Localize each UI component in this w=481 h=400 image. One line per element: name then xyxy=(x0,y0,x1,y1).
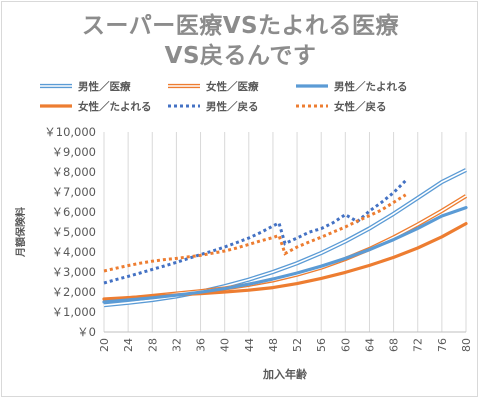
y-tick-label: ￥0 xyxy=(77,325,96,339)
x-tick-label: 68 xyxy=(388,338,401,352)
series-line xyxy=(103,179,407,285)
x-tick-label: 44 xyxy=(243,338,256,352)
x-tick-label: 80 xyxy=(460,338,473,352)
series-line-inner xyxy=(103,169,467,306)
x-tick-label: 20 xyxy=(98,338,111,352)
chart-title-line1: スーパー医療VSたよれる医療 xyxy=(81,13,400,39)
series-3 xyxy=(102,206,468,304)
x-tick-label: 60 xyxy=(339,338,352,352)
chart-title-line2: VS戻るんです xyxy=(164,43,317,69)
legend-label: 男性／戻る xyxy=(206,100,259,113)
y-axis-title: 月額保険料 xyxy=(14,207,27,258)
y-tick-label: ￥1,000 xyxy=(52,305,96,319)
series-line xyxy=(102,206,468,304)
legend-label: 女性／たよれる xyxy=(78,100,152,113)
x-tick-label: 56 xyxy=(315,338,328,352)
legend-label: 男性／たよれる xyxy=(334,80,408,93)
y-tick-label: ￥10,000 xyxy=(44,125,96,139)
x-tick-label: 28 xyxy=(146,338,159,352)
legend-label: 女性／医療 xyxy=(206,80,259,93)
x-tick-label: 40 xyxy=(219,338,232,352)
y-tick-label: ￥7,000 xyxy=(52,185,96,199)
y-tick-label: ￥6,000 xyxy=(52,205,96,219)
legend-item: 女性／戻る xyxy=(296,100,387,113)
x-tick-label: 24 xyxy=(122,338,135,352)
y-tick-label: ￥9,000 xyxy=(52,145,96,159)
x-tick-label: 52 xyxy=(291,338,304,352)
legend-item: 男性／たよれる xyxy=(296,80,408,93)
x-tick-label: 76 xyxy=(436,338,449,352)
legend-item: 女性／医療 xyxy=(168,80,259,93)
x-tick-label: 36 xyxy=(195,338,208,352)
y-tick-label: ￥4,000 xyxy=(52,245,96,259)
legend-label: 女性／戻る xyxy=(334,100,387,113)
series-5 xyxy=(103,179,407,285)
y-tick-label: ￥3,000 xyxy=(52,265,96,279)
y-tick-label: ￥2,000 xyxy=(52,285,96,299)
legend-label: 男性／医療 xyxy=(78,80,131,93)
x-tick-label: 64 xyxy=(363,338,376,352)
x-tick-label: 48 xyxy=(267,338,280,352)
x-axis-title: 加入年齢 xyxy=(262,367,308,381)
x-tick-label: 32 xyxy=(170,338,183,352)
legend-item: 女性／たよれる xyxy=(40,100,152,113)
legend-item: 男性／戻る xyxy=(168,100,259,113)
y-tick-label: ￥5,000 xyxy=(52,225,96,239)
y-tick-label: ￥8,000 xyxy=(52,165,96,179)
x-tick-label: 72 xyxy=(412,338,425,352)
series-1 xyxy=(103,168,467,308)
legend-item: 男性／医療 xyxy=(40,80,131,93)
